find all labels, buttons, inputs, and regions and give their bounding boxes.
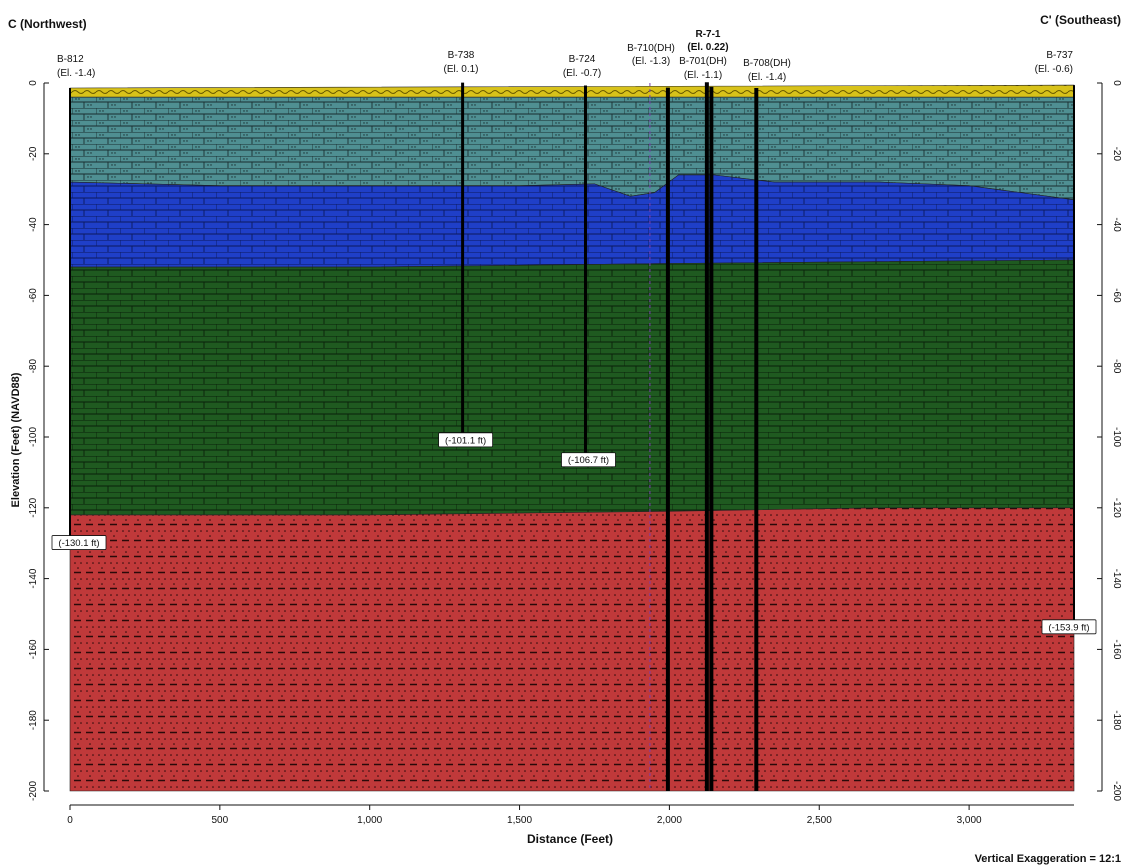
depth-label-box xyxy=(561,452,616,468)
boring-name-label: B-708(DH) xyxy=(743,58,791,69)
boring-depth-label: (-106.7 ft) xyxy=(561,452,616,468)
y-tick-label-right: -100 xyxy=(1111,427,1122,447)
x-tick-label: 1,000 xyxy=(357,815,382,826)
boring-elevation-label: (El. -1.4) xyxy=(748,72,786,83)
y-tick-label-right: -40 xyxy=(1111,217,1122,232)
depth-label-box xyxy=(1041,619,1097,635)
layer-surface xyxy=(69,84,1075,98)
x-tick-label: 500 xyxy=(212,815,229,826)
y-tick-label-right: -120 xyxy=(1111,498,1122,518)
x-tick-label: 2,500 xyxy=(807,815,832,826)
y-tick-label-right: -200 xyxy=(1111,781,1122,801)
boring-elevation-label: (El. -1.3) xyxy=(632,56,670,67)
x-tick-label: 0 xyxy=(67,815,73,826)
depth-label-box xyxy=(438,432,494,448)
y-tick-label-left: -40 xyxy=(28,217,39,232)
depth-label-text: (-106.7 ft) xyxy=(568,455,609,466)
y-tick-label-left: -200 xyxy=(28,781,39,801)
boring-elevation-label: (El. -1.1) xyxy=(684,70,722,81)
layer-sand xyxy=(69,507,1075,792)
borings: B-812 (El. -1.4) (-130.1 ft) B-738 (El. 0.1)… xyxy=(51,29,1097,791)
axes: 0 500 1,000 1,500 2,000 2,500 3,000 0 0 -20 -20 -40… xyxy=(28,80,1122,826)
layer-green-limestone xyxy=(69,259,1075,516)
boring-name-label: B-812 xyxy=(57,54,84,65)
y-tick-label-left: -140 xyxy=(28,568,39,588)
y-tick-label-right: -180 xyxy=(1111,710,1122,730)
boring-depth-label: (-101.1 ft) xyxy=(438,432,494,448)
x-tick-label: 1,500 xyxy=(507,815,532,826)
boring-elevation-label: (El. 0.1) xyxy=(443,64,478,75)
x-axis-title: Distance (Feet) xyxy=(527,832,613,846)
x-tick-label: 3,000 xyxy=(957,815,982,826)
section-left-end-label: C (Northwest) xyxy=(8,17,87,31)
y-tick-label-right: -60 xyxy=(1111,288,1122,303)
boring-name-label: B-701(DH) xyxy=(679,56,727,67)
y-tick-label-right: -160 xyxy=(1111,639,1122,659)
boring-elevation-label: (El. -1.4) xyxy=(57,68,95,79)
stratigraphic-layers xyxy=(69,83,1075,792)
boring-elevation-label: (El. -0.7) xyxy=(563,68,601,79)
y-tick-label-left: 0 xyxy=(28,80,39,86)
depth-label-text: (-130.1 ft) xyxy=(58,538,99,549)
y-tick-label-left: -160 xyxy=(28,639,39,659)
y-tick-label-left: -60 xyxy=(28,288,39,303)
boring-name-label: B-738 xyxy=(448,50,475,61)
y-tick-label-left: -80 xyxy=(28,359,39,374)
y-tick-label-right: 0 xyxy=(1111,80,1122,86)
boring-name-label: B-710(DH) xyxy=(627,43,675,54)
depth-label-box xyxy=(51,535,107,550)
boring-elevation-label: (El. -0.6) xyxy=(1035,64,1073,75)
boring-name-label: R-7-1 xyxy=(695,29,720,40)
section-right-end-label: C' (Southeast) xyxy=(1040,13,1121,27)
boring-name-label: B-737 xyxy=(1046,50,1073,61)
y-axis-title: Elevation (Feet) (NAVD88) xyxy=(10,372,22,507)
y-tick-label-left: -100 xyxy=(28,427,39,447)
x-tick-label: 2,000 xyxy=(657,815,682,826)
vertical-exaggeration-note: Vertical Exaggeration = 12:1 xyxy=(975,853,1121,865)
y-tick-label-right: -80 xyxy=(1111,359,1122,374)
depth-label-text: (-101.1 ft) xyxy=(445,435,486,446)
y-tick-label-left: -20 xyxy=(28,146,39,161)
boring-elevation-label: (El. 0.22) xyxy=(687,42,728,53)
y-tick-label-left: -180 xyxy=(28,710,39,730)
y-tick-label-right: -140 xyxy=(1111,569,1122,589)
depth-label-text: (-153.9 ft) xyxy=(1048,622,1089,633)
y-tick-label-right: -20 xyxy=(1111,147,1122,162)
layer-blue-limestone xyxy=(69,174,1075,268)
boring-depth-label: (-153.9 ft) xyxy=(1041,619,1097,635)
y-tick-label-left: -120 xyxy=(28,497,39,517)
boring-depth-label: (-130.1 ft) xyxy=(51,535,107,550)
boring-name-label: B-724 xyxy=(569,54,596,65)
